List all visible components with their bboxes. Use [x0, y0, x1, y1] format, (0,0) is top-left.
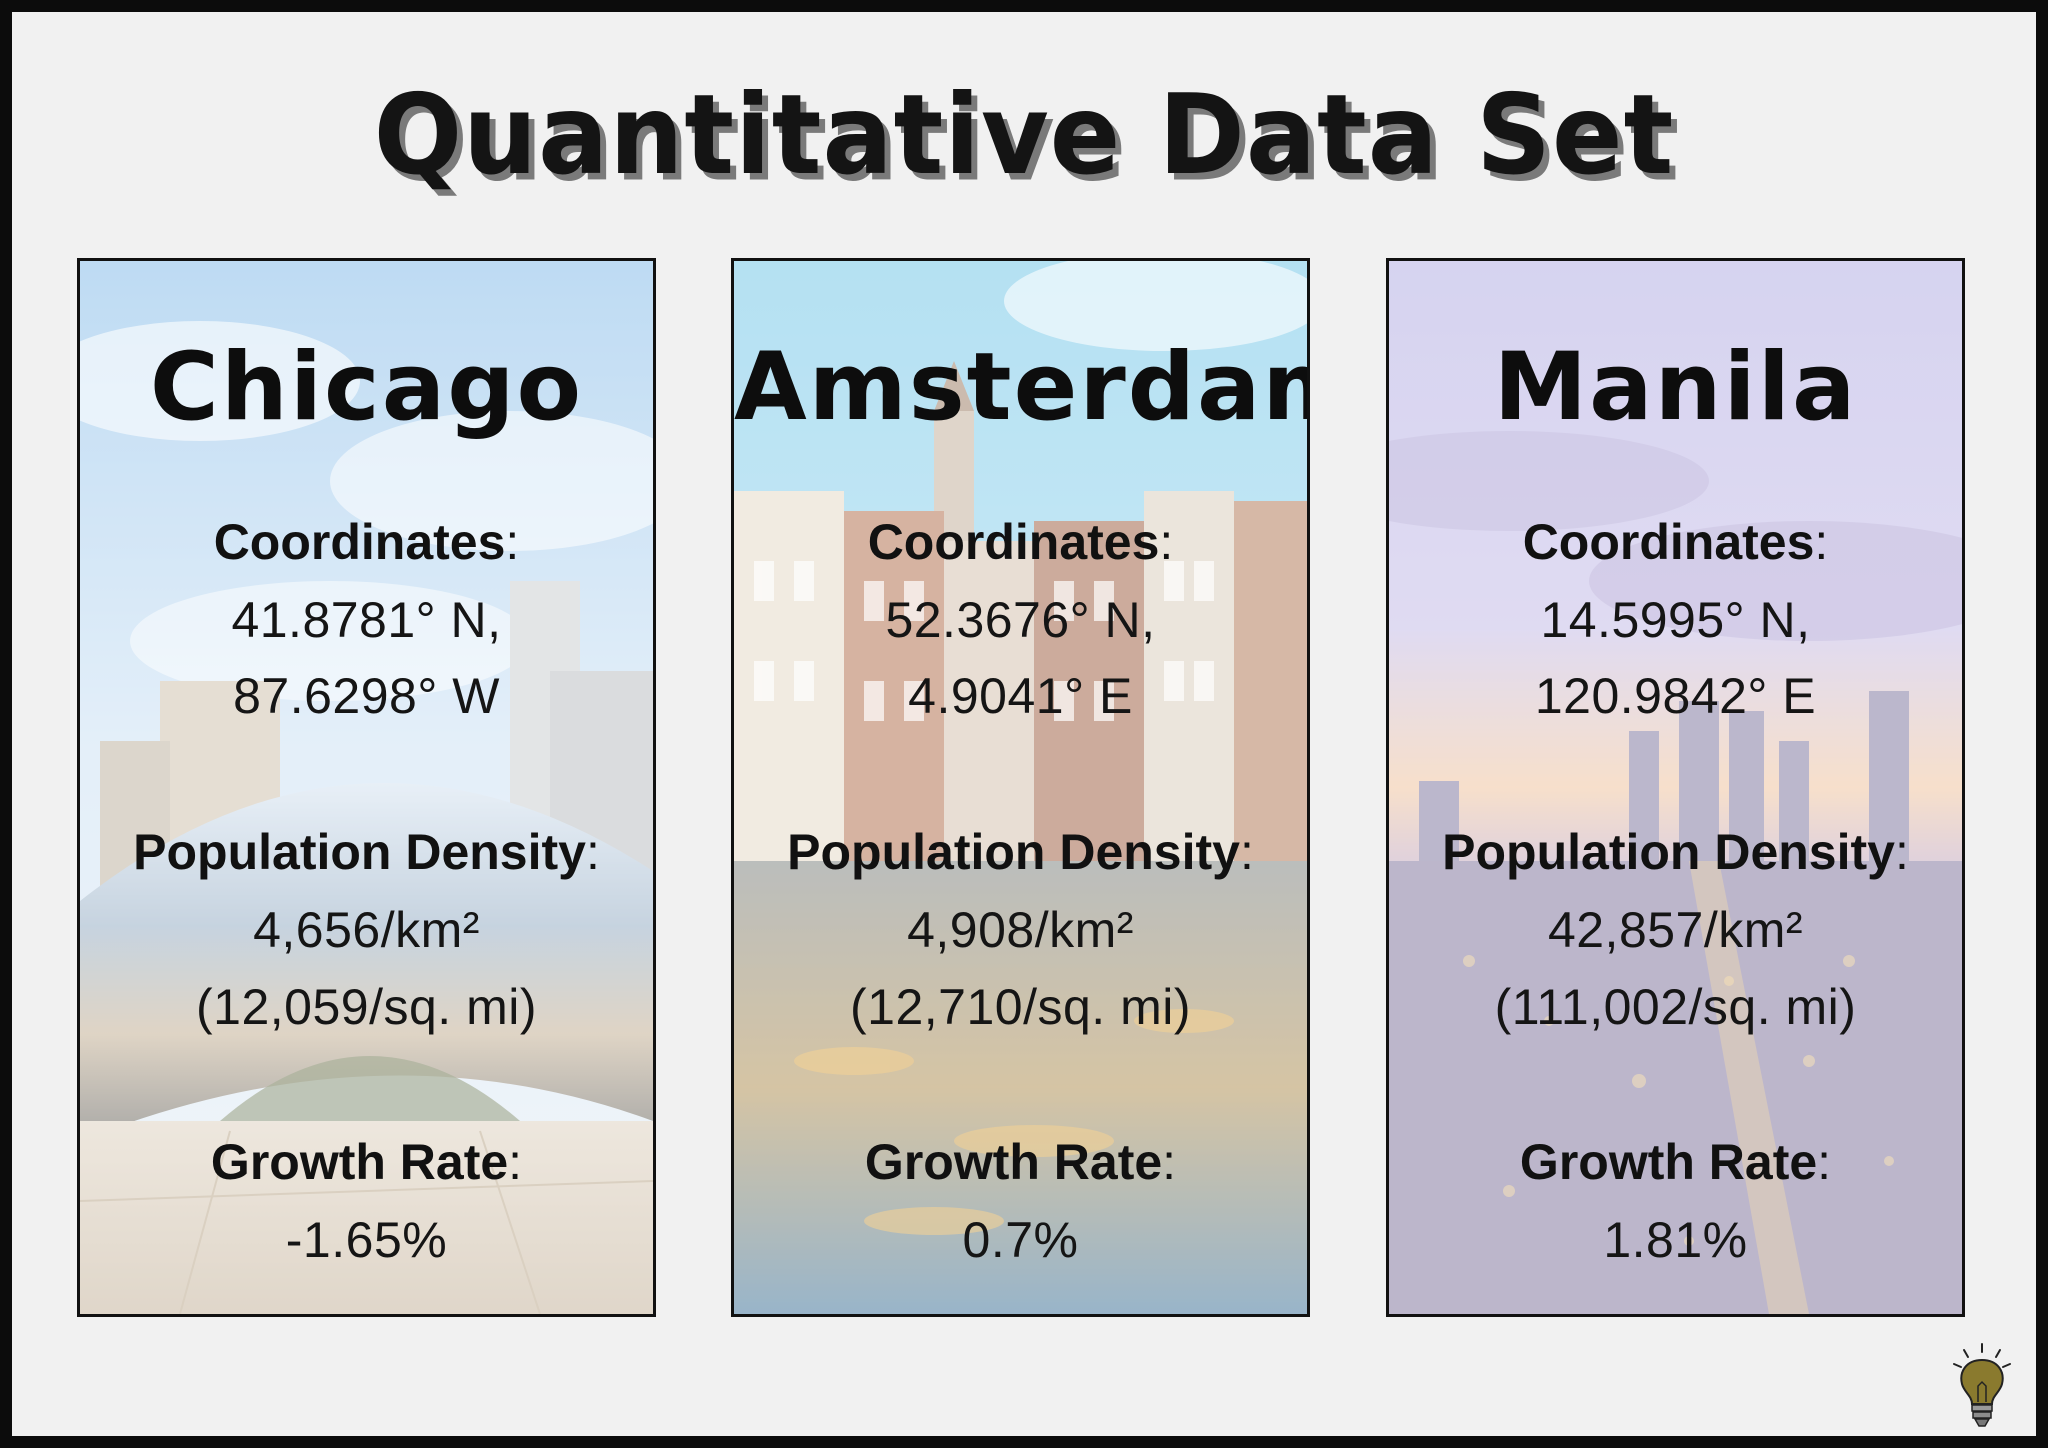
longitude-value: 87.6298° W — [233, 668, 500, 724]
population-density-label: Population Density: — [787, 824, 1254, 880]
chicago-background-image — [80, 261, 653, 1314]
latitude-value: 41.8781° N, — [231, 592, 502, 648]
growth-rate-value: -1.65% — [285, 1212, 448, 1268]
latitude-value: 52.3676° N, — [885, 592, 1156, 648]
lightbulb-icon — [1953, 1343, 2011, 1427]
coordinates-label: Coordinates: — [213, 514, 520, 570]
density-km-value: 42,857/km² — [1547, 902, 1804, 958]
longitude-value: 4.9041° E — [908, 668, 1133, 724]
growth-rate-label: Growth Rate: — [210, 1134, 523, 1190]
density-km-value: 4,908/km² — [907, 902, 1134, 958]
latitude-value: 14.5995° N, — [1540, 592, 1811, 648]
population-density-label: Population Density: — [133, 824, 600, 880]
city-name: Amsterdam — [734, 333, 1310, 442]
image-wash-overlay — [734, 261, 1307, 1314]
density-mi-value: (12,710/sq. mi) — [850, 979, 1191, 1035]
amsterdam-background-image — [734, 261, 1307, 1314]
city-card-manila: Manila Coordinates: 14.5995° N, 120.9842… — [1386, 258, 1965, 1317]
slide: Quantitative Data Set — [12, 12, 2036, 1436]
city-name: Chicago — [149, 333, 584, 442]
density-km-value: 4,656/km² — [253, 902, 480, 958]
page-title: Quantitative Data Set — [373, 70, 1675, 200]
density-mi-value: (12,059/sq. mi) — [196, 979, 537, 1035]
city-name: Manila — [1493, 333, 1858, 442]
growth-rate-value: 1.81% — [1603, 1212, 1748, 1268]
image-wash-overlay — [80, 261, 653, 1314]
coordinates-label: Coordinates: — [1522, 514, 1829, 570]
growth-rate-value: 0.7% — [962, 1212, 1079, 1268]
city-card-chicago: Chicago Coordinates: 41.8781° N, 87.6298… — [77, 258, 656, 1317]
longitude-value: 120.9842° E — [1534, 668, 1817, 724]
city-card-amsterdam: Amsterdam Coordinates: 52.3676° N, 4.904… — [731, 258, 1310, 1317]
density-mi-value: (111,002/sq. mi) — [1494, 979, 1857, 1035]
growth-rate-label: Growth Rate: — [1519, 1134, 1832, 1190]
coordinates-label: Coordinates: — [867, 514, 1174, 570]
growth-rate-label: Growth Rate: — [864, 1134, 1177, 1190]
manila-background-image — [1389, 261, 1962, 1314]
population-density-label: Population Density: — [1442, 824, 1909, 880]
image-wash-overlay — [1389, 261, 1962, 1314]
